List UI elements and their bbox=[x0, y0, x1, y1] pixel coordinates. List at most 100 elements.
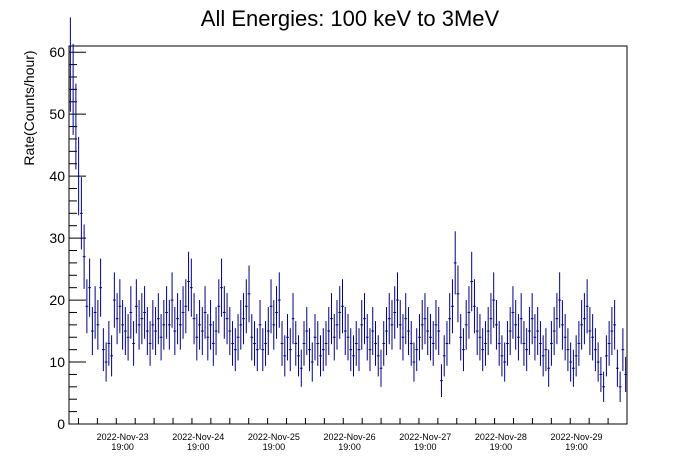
data-point bbox=[607, 321, 611, 366]
data-point bbox=[162, 300, 166, 350]
data-point bbox=[539, 321, 542, 366]
data-point bbox=[96, 300, 100, 350]
data-point bbox=[101, 328, 105, 372]
data-point bbox=[308, 328, 311, 372]
data-point bbox=[187, 251, 190, 312]
data-point bbox=[434, 300, 438, 350]
data-point bbox=[583, 293, 586, 345]
data-point bbox=[431, 321, 435, 366]
data-point bbox=[478, 314, 482, 361]
data-point bbox=[156, 293, 160, 345]
y-tick-label: 40 bbox=[49, 168, 65, 184]
data-point bbox=[426, 307, 430, 356]
data-point bbox=[374, 321, 377, 366]
data-point bbox=[269, 279, 273, 334]
data-point bbox=[145, 307, 149, 356]
data-point bbox=[522, 321, 526, 366]
data-point bbox=[71, 43, 75, 135]
data-point bbox=[288, 328, 292, 372]
data-point bbox=[382, 321, 386, 366]
x-tick-date-label: 2022-Nov-27 bbox=[399, 432, 451, 442]
data-point bbox=[497, 321, 501, 366]
data-point bbox=[503, 342, 507, 382]
data-point bbox=[112, 272, 116, 328]
y-tick-label: 20 bbox=[49, 292, 65, 308]
data-point bbox=[134, 279, 138, 334]
x-tick-date-label: 2022-Nov-25 bbox=[248, 432, 300, 442]
data-point bbox=[123, 307, 127, 356]
data-point bbox=[379, 349, 383, 387]
data-point bbox=[514, 300, 518, 350]
data-point bbox=[198, 300, 201, 350]
data-point bbox=[489, 293, 493, 345]
data-point bbox=[591, 314, 595, 361]
data-point bbox=[233, 328, 237, 372]
data-point bbox=[481, 328, 485, 372]
data-point bbox=[310, 342, 314, 382]
data-point bbox=[321, 328, 325, 372]
data-point bbox=[151, 300, 155, 350]
data-point bbox=[79, 177, 83, 250]
data-point bbox=[217, 279, 221, 334]
data-point bbox=[357, 328, 361, 372]
data-point bbox=[371, 307, 375, 356]
data-point bbox=[90, 307, 94, 356]
data-point bbox=[137, 300, 141, 350]
data-point bbox=[272, 300, 276, 350]
data-point bbox=[225, 293, 229, 345]
data-point bbox=[110, 335, 113, 377]
x-tick-time-label: 19:00 bbox=[338, 442, 361, 452]
data-point bbox=[346, 314, 350, 361]
data-point bbox=[214, 307, 218, 356]
data-point bbox=[602, 371, 606, 402]
data-point bbox=[541, 335, 545, 377]
data-point bbox=[99, 258, 102, 317]
data-point bbox=[618, 371, 622, 402]
data-point bbox=[398, 300, 402, 350]
y-axis-label: Rate(Counts/hour) bbox=[21, 50, 37, 165]
data-point bbox=[305, 307, 309, 356]
data-point bbox=[264, 321, 267, 366]
data-point bbox=[492, 272, 496, 328]
data-point bbox=[580, 300, 584, 350]
data-point bbox=[363, 293, 366, 345]
data-point bbox=[118, 279, 122, 334]
data-point bbox=[550, 321, 553, 366]
data-point bbox=[605, 335, 608, 377]
data-point bbox=[211, 321, 215, 366]
data-point bbox=[126, 314, 130, 361]
data-point bbox=[585, 279, 589, 334]
data-point bbox=[280, 321, 284, 366]
data-point bbox=[354, 321, 358, 366]
data-point bbox=[420, 300, 424, 350]
x-tick-time-label: 19:00 bbox=[111, 442, 134, 452]
data-point bbox=[368, 328, 372, 372]
data-point bbox=[104, 342, 108, 382]
data-point bbox=[475, 307, 479, 356]
data-point bbox=[242, 293, 245, 345]
data-point bbox=[88, 258, 91, 317]
data-point bbox=[74, 83, 78, 170]
data-point bbox=[173, 307, 177, 356]
data-point bbox=[299, 349, 303, 387]
data-point bbox=[451, 279, 454, 334]
data-point bbox=[530, 293, 534, 345]
data-point bbox=[558, 272, 562, 328]
data-point bbox=[594, 328, 597, 372]
data-point bbox=[275, 286, 278, 339]
x-tick-date-label: 2022-Nov-26 bbox=[324, 432, 376, 442]
data-point bbox=[572, 349, 575, 387]
data-point bbox=[335, 300, 339, 350]
data-point bbox=[313, 314, 317, 361]
data-point bbox=[258, 300, 262, 350]
data-point bbox=[349, 328, 353, 372]
data-point bbox=[525, 328, 529, 372]
data-point bbox=[470, 251, 474, 312]
data-point bbox=[528, 307, 531, 356]
data-point bbox=[599, 356, 603, 392]
data-point bbox=[517, 314, 520, 361]
data-point bbox=[423, 293, 427, 345]
plot-frame bbox=[68, 45, 628, 425]
data-point bbox=[616, 349, 619, 387]
